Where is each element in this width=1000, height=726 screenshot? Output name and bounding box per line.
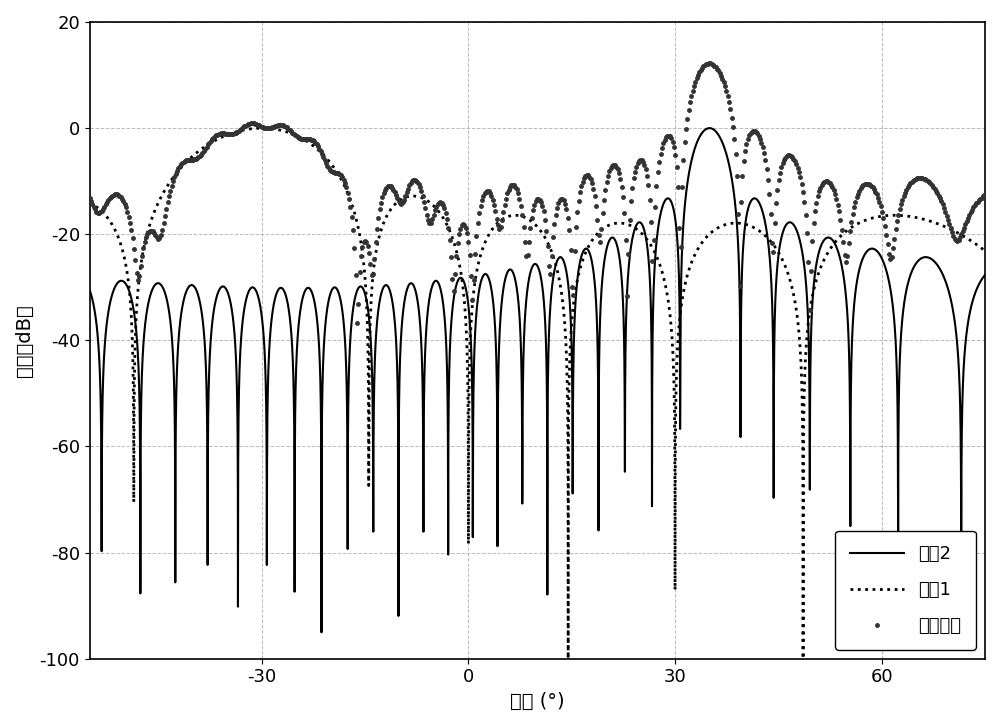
波兲2: [129, 312, 141, 321]
合成波形: [573, 196, 585, 205]
波兲2: [408, 282, 420, 290]
波兲1: [748, 223, 760, 232]
Line: 波兲2: 波兲2: [90, 128, 985, 632]
波兲1: [129, 360, 141, 369]
波兲1: [408, 192, 420, 200]
合成波形: [703, 59, 715, 68]
波兲1: [979, 246, 991, 255]
合成波形: [659, 135, 671, 144]
Y-axis label: 增益（dB）: 增益（dB）: [15, 304, 34, 377]
波兲2: [653, 220, 665, 229]
波兲2: [315, 628, 327, 637]
合成波形: [859, 180, 871, 189]
波兲2: [84, 286, 96, 295]
X-axis label: 角度 (°): 角度 (°): [510, 692, 565, 711]
波兲1: [795, 370, 807, 379]
波兲2: [748, 194, 760, 203]
波兲1: [614, 219, 626, 227]
波兲2: [704, 123, 716, 132]
波兲2: [795, 243, 807, 252]
Line: 合成波形: 合成波形: [86, 60, 988, 327]
波兲1: [562, 654, 574, 663]
波兲1: [84, 198, 96, 207]
波兲2: [614, 254, 626, 263]
合成波形: [683, 105, 695, 114]
波兲2: [979, 271, 991, 280]
Legend: 波兲2, 波兲1, 合成波形: 波兲2, 波兲1, 合成波形: [835, 531, 976, 650]
波兲1: [653, 257, 665, 266]
Line: 波兲1: 波兲1: [90, 128, 985, 658]
合成波形: [512, 189, 524, 197]
合成波形: [978, 191, 990, 200]
合成波形: [226, 130, 238, 139]
合成波形: [84, 193, 96, 202]
合成波形: [351, 319, 363, 327]
波兲1: [256, 123, 268, 132]
